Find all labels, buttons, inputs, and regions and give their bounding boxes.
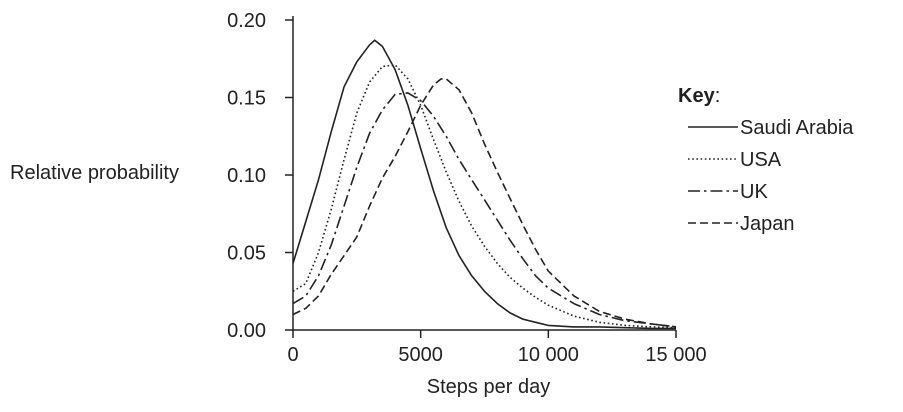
legend-label: USA (740, 149, 782, 171)
x-tick-label: 0 (287, 344, 298, 366)
series-line-japan (292, 78, 677, 328)
y-tick-label: 0.00 (227, 320, 266, 342)
y-tick-label: 0.05 (227, 243, 266, 265)
series-layer (292, 39, 677, 330)
y-ticks: 0.00 0.05 0.10 0.15 0.20 (227, 10, 293, 342)
legend-label: Saudi Arabia (740, 117, 854, 139)
x-tick-label: 10 000 (518, 344, 579, 366)
legend-title: Key: (678, 85, 720, 107)
series-line-saudi-arabia (292, 39, 676, 330)
x-tick-label: 15 000 (645, 344, 706, 366)
y-tick-label: 0.10 (227, 165, 266, 187)
x-ticks: 0 5000 10 000 15 000 (287, 330, 707, 366)
series-line-usa (292, 64, 677, 329)
y-tick-label: 0.15 (227, 88, 266, 110)
legend: Key: Saudi Arabia USA UK Japan (678, 85, 854, 235)
legend-title-suffix: : (715, 85, 721, 107)
plot-area: 0.00 0.05 0.10 0.15 0.20 0 5000 10 000 15 000 (227, 10, 707, 366)
legend-title-text: Key (678, 85, 716, 107)
legend-label: Japan (740, 213, 795, 235)
legend-label: UK (740, 181, 768, 203)
y-tick-label: 0.20 (227, 10, 266, 32)
y-axis-title: Relative probability (10, 162, 179, 184)
x-tick-label: 5000 (398, 344, 443, 366)
series-line-uk (292, 92, 677, 328)
x-axis-title: Steps per day (427, 376, 550, 398)
legend-items: Saudi Arabia USA UK Japan (688, 117, 854, 235)
